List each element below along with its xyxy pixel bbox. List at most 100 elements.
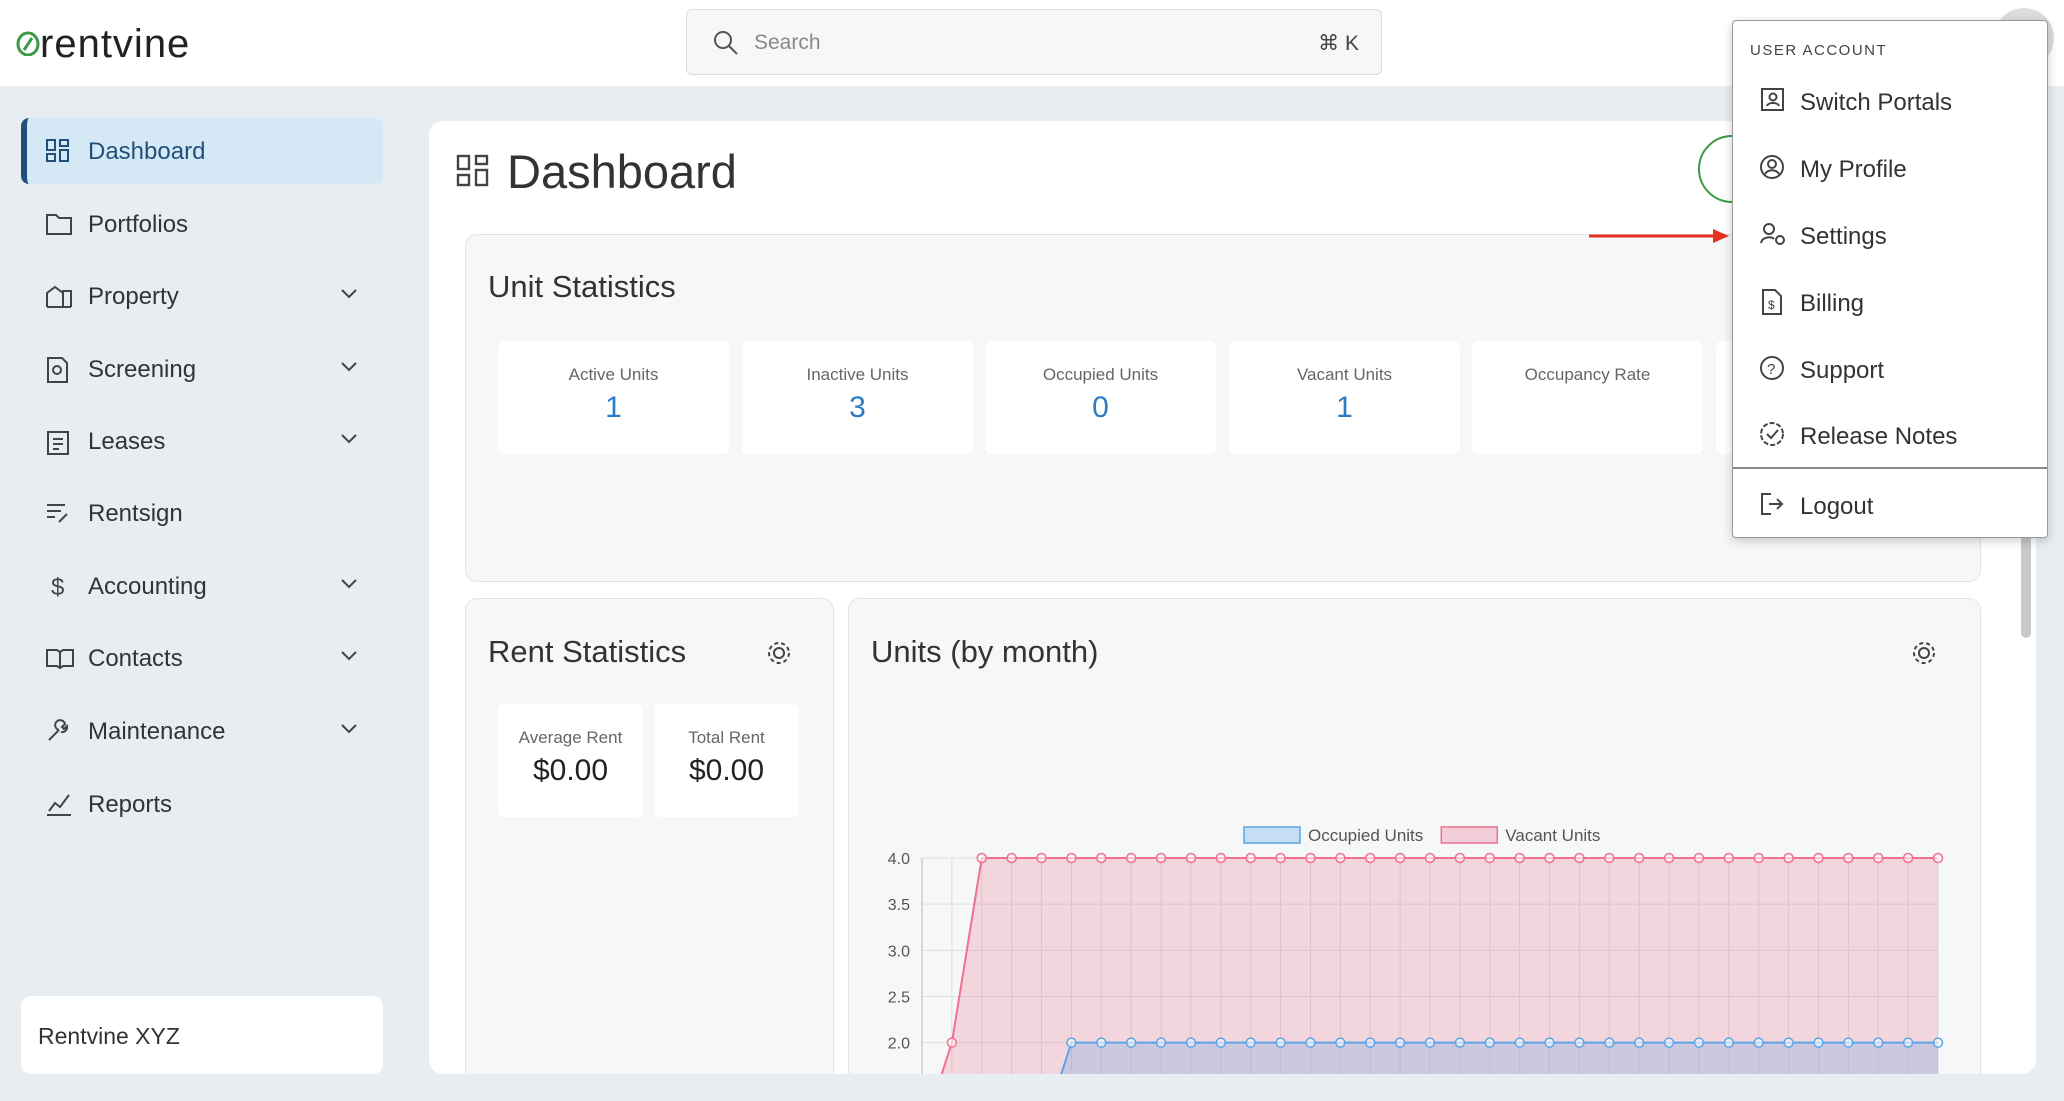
nav-icon [47, 357, 68, 383]
card-title: Unit Statistics [488, 269, 676, 304]
card-title: Units (by month) [871, 634, 1099, 669]
annotation-arrow [1589, 229, 1729, 243]
data-point [1783, 852, 1794, 864]
card-title: Rent Statistics [488, 634, 687, 669]
account-name: Rentvine XYZ [38, 1023, 180, 1049]
data-point [1185, 1037, 1197, 1048]
menu-item[interactable]: ? Support [1733, 339, 2047, 399]
stat-value: $0.00 [688, 754, 765, 787]
menu-icon [1761, 88, 1784, 111]
menu-item[interactable]: My Profile [1733, 138, 2047, 198]
nav-icon [47, 431, 69, 455]
data-point [1275, 1037, 1286, 1048]
nav-item[interactable]: Reports [21, 771, 383, 837]
page-title: Dashboard [507, 145, 737, 198]
menu-item[interactable]: Logout [1733, 475, 2047, 535]
nav-item[interactable]: Contacts [21, 625, 383, 691]
menu-item[interactable]: $ Billing [1733, 272, 2047, 332]
data-point [946, 1037, 958, 1048]
nav-label: Maintenance [88, 718, 226, 745]
data-point [976, 852, 988, 864]
menu-heading: USER ACCOUNT [1750, 42, 1888, 59]
nav-item[interactable]: Screening [21, 336, 383, 402]
data-point [1125, 1037, 1137, 1048]
stat-label: Total Rent [688, 728, 765, 747]
nav-label: Rentsign [88, 500, 183, 527]
menu-item[interactable]: Release Notes [1733, 405, 2047, 465]
data-point [1932, 852, 1944, 864]
data-point [1604, 852, 1615, 864]
nav-label: Accounting [88, 573, 207, 600]
data-point [1872, 1037, 1884, 1048]
data-point [1125, 852, 1137, 864]
account-switcher[interactable]: Rentvine XYZ [21, 996, 383, 1074]
svg-text:?: ? [1767, 361, 1775, 378]
data-point [1813, 852, 1824, 864]
stat-box: Active Units 1 [498, 341, 729, 454]
nav-item[interactable]: Rentsign [21, 480, 383, 546]
menu-item[interactable]: Switch Portals [1733, 71, 2047, 131]
nav-item[interactable]: Property [21, 263, 383, 329]
y-tick-label: 3.0 [888, 943, 910, 960]
data-point [1663, 1037, 1675, 1048]
stat-label: Occupancy Rate [1524, 365, 1651, 384]
stat-value: 1 [1336, 391, 1353, 424]
data-point [1813, 1037, 1824, 1048]
y-tick-label: 2.0 [888, 1036, 910, 1053]
data-point [1544, 852, 1555, 864]
data-point [1305, 1037, 1316, 1048]
settings-gear[interactable] [1911, 640, 1937, 666]
nav-item[interactable]: Leases [21, 408, 383, 474]
stat-label: Vacant Units [1296, 365, 1393, 384]
nav-item[interactable]: Maintenance [21, 698, 383, 764]
stat-box: Average Rent $0.00 [498, 704, 643, 817]
data-point [1185, 852, 1197, 864]
search-box[interactable]: Search ⌘ K [686, 9, 1382, 75]
menu-label: Release Notes [1800, 423, 1958, 450]
menu-icon [1760, 422, 1784, 446]
nav-icon: $ [51, 574, 64, 601]
stat-box: Occupancy Rate [1472, 341, 1703, 454]
data-point [1454, 1037, 1466, 1048]
scrollbar[interactable] [2021, 526, 2031, 638]
data-point [1574, 852, 1585, 864]
stat-label: Occupied Units [1042, 365, 1159, 384]
stat-value: 0 [1092, 391, 1109, 424]
y-tick-label: 4.0 [888, 851, 910, 868]
logo-icon [16, 31, 40, 56]
data-point [1604, 1037, 1615, 1048]
settings-gear[interactable] [766, 640, 792, 666]
data-point [1574, 1037, 1585, 1048]
menu-icon [1760, 155, 1784, 179]
data-point [1633, 1037, 1645, 1048]
nav-label: Dashboard [88, 138, 206, 165]
menu-item[interactable]: Settings [1733, 205, 2047, 265]
nav-label: Portfolios [88, 211, 189, 238]
nav-item[interactable]: $ Accounting [21, 553, 383, 619]
nav-item[interactable]: Dashboard [21, 118, 383, 184]
nav-icon [46, 285, 72, 308]
menu-label: Logout [1800, 493, 1874, 520]
stat-value: 3 [849, 391, 866, 424]
nav-label: Contacts [88, 645, 183, 672]
area-fill [1061, 1042, 1938, 1074]
stat-box: Total Rent $0.00 [654, 704, 799, 817]
data-point [1843, 852, 1854, 864]
menu-label: Settings [1800, 223, 1887, 250]
dashboard-icon [456, 154, 489, 187]
data-point [1364, 852, 1376, 864]
stat-value: 1 [605, 391, 622, 424]
nav-item[interactable]: Portfolios [21, 191, 383, 257]
user-menu: USER ACCOUNT Switch Portals My Profile S… [1732, 20, 2048, 538]
data-point [1096, 1037, 1107, 1048]
data-point [1424, 852, 1436, 864]
data-point [1155, 1037, 1167, 1048]
data-point [1693, 1037, 1705, 1048]
menu-label: Billing [1800, 290, 1865, 317]
nav-icon [46, 649, 74, 670]
top-bar: rentvine Search ⌘ K [0, 0, 2064, 86]
y-tick-label: 3.5 [888, 897, 910, 914]
